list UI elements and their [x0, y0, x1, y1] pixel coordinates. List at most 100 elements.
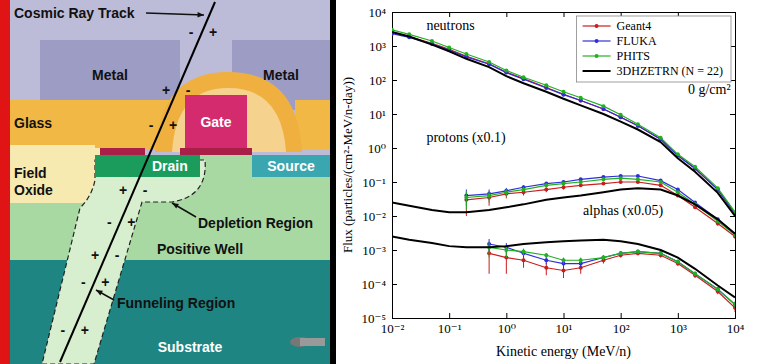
marker — [447, 46, 451, 50]
marker — [716, 287, 720, 291]
arrow-line — [146, 13, 204, 15]
marker — [659, 251, 663, 255]
tick-mark — [730, 318, 735, 319]
marker — [544, 266, 548, 270]
legend-label: 3DHZETRN (N = 22) — [617, 64, 723, 78]
diagram-label: Source — [267, 158, 315, 174]
marker — [504, 190, 508, 194]
diagram-label: Drain — [152, 158, 188, 174]
tick-mark — [392, 284, 397, 285]
charge-sign: + — [209, 24, 217, 40]
arrow-head — [172, 203, 179, 209]
tick: 10² — [613, 313, 630, 336]
depletion-funnel — [42, 160, 205, 364]
diagram-label: Metal — [263, 67, 299, 83]
tick-label: 10¹ — [369, 107, 386, 122]
marker — [636, 122, 640, 126]
series-line — [489, 253, 735, 307]
charge-sign: + — [81, 322, 89, 338]
marker — [544, 258, 548, 262]
diagram-label: Cosmic Ray Track — [14, 5, 135, 21]
tick: 10⁻¹ — [438, 313, 462, 336]
arrow-line — [172, 203, 196, 217]
marker — [676, 190, 680, 194]
tick-mark — [392, 80, 397, 81]
metal-left — [40, 40, 180, 110]
charge-sign: - — [149, 117, 154, 133]
tick — [730, 250, 735, 251]
marker — [544, 83, 548, 87]
tick — [730, 114, 735, 115]
charge-sign: + — [162, 82, 170, 98]
arrow-head — [96, 290, 103, 296]
marker — [522, 250, 526, 254]
series — [464, 176, 735, 237]
tick: 10⁰ — [498, 313, 516, 336]
series-line — [466, 182, 735, 236]
marker — [659, 180, 663, 184]
charge-sign: + — [119, 182, 127, 198]
tick-mark — [392, 318, 397, 319]
tick: 10¹ — [556, 313, 573, 336]
series — [392, 236, 735, 297]
error-bar — [466, 191, 467, 210]
diagram-label: FieldOxide — [14, 165, 53, 198]
tick — [506, 12, 507, 17]
tick-label: 10⁻³ — [362, 243, 386, 258]
axis-yticks: 10⁻⁵10⁻⁴10⁻³10⁻²10⁻¹10⁰10¹10²10³10⁴ — [362, 5, 397, 326]
source — [252, 155, 330, 177]
tick-label: 10³ — [369, 39, 386, 54]
tick-mark — [449, 313, 450, 318]
tick-label: 10⁻⁴ — [362, 277, 387, 292]
tick — [564, 12, 565, 17]
tick-label: 10³ — [670, 321, 687, 336]
marker — [619, 180, 623, 184]
charge-sign: - — [107, 214, 112, 230]
marker — [522, 75, 526, 79]
tick — [730, 318, 735, 319]
tick-label: 10⁻¹ — [438, 321, 462, 336]
marker — [636, 250, 640, 254]
tick: 10⁻³ — [362, 243, 397, 258]
marker — [619, 251, 623, 255]
series-line — [489, 247, 735, 304]
legend-label: Geant4 — [617, 19, 652, 33]
marker — [676, 260, 680, 264]
background — [10, 0, 330, 364]
tick-mark — [506, 313, 507, 318]
tick — [730, 182, 735, 183]
tick: 10³ — [670, 313, 687, 336]
marker — [733, 302, 735, 306]
marker — [522, 258, 526, 262]
marker — [579, 180, 583, 184]
tick-mark — [730, 148, 735, 149]
tick: 10⁻¹ — [362, 175, 397, 190]
legend-swatch — [583, 70, 611, 72]
diagram-label: Funneling Region — [117, 295, 235, 311]
marker — [544, 188, 548, 192]
series — [487, 241, 735, 307]
annotation: alphas (x0.05) — [583, 203, 663, 219]
glass-dome — [155, 72, 302, 152]
series — [392, 188, 735, 233]
red-bar — [0, 0, 10, 364]
tick-mark — [564, 313, 565, 318]
tick-label: 10⁰ — [368, 141, 386, 156]
y-axis-title: Flux (particles/(cm²-MeV/n-day)) — [340, 77, 355, 253]
marker — [601, 177, 605, 181]
marker — [562, 258, 566, 262]
marker — [659, 136, 663, 140]
terminal-wire — [300, 338, 325, 346]
marker — [464, 196, 468, 200]
marker — [562, 268, 566, 272]
tick-label: 10¹ — [556, 321, 573, 336]
tick-mark — [730, 284, 735, 285]
tick — [730, 148, 735, 149]
charge-sign: - — [143, 182, 148, 198]
annotation: neutrons — [426, 18, 474, 33]
marker — [601, 182, 605, 186]
charge-sign: - — [115, 247, 120, 263]
charge-sign: - — [60, 322, 65, 338]
tick-label: 10⁻¹ — [362, 175, 386, 190]
marker — [636, 177, 640, 181]
